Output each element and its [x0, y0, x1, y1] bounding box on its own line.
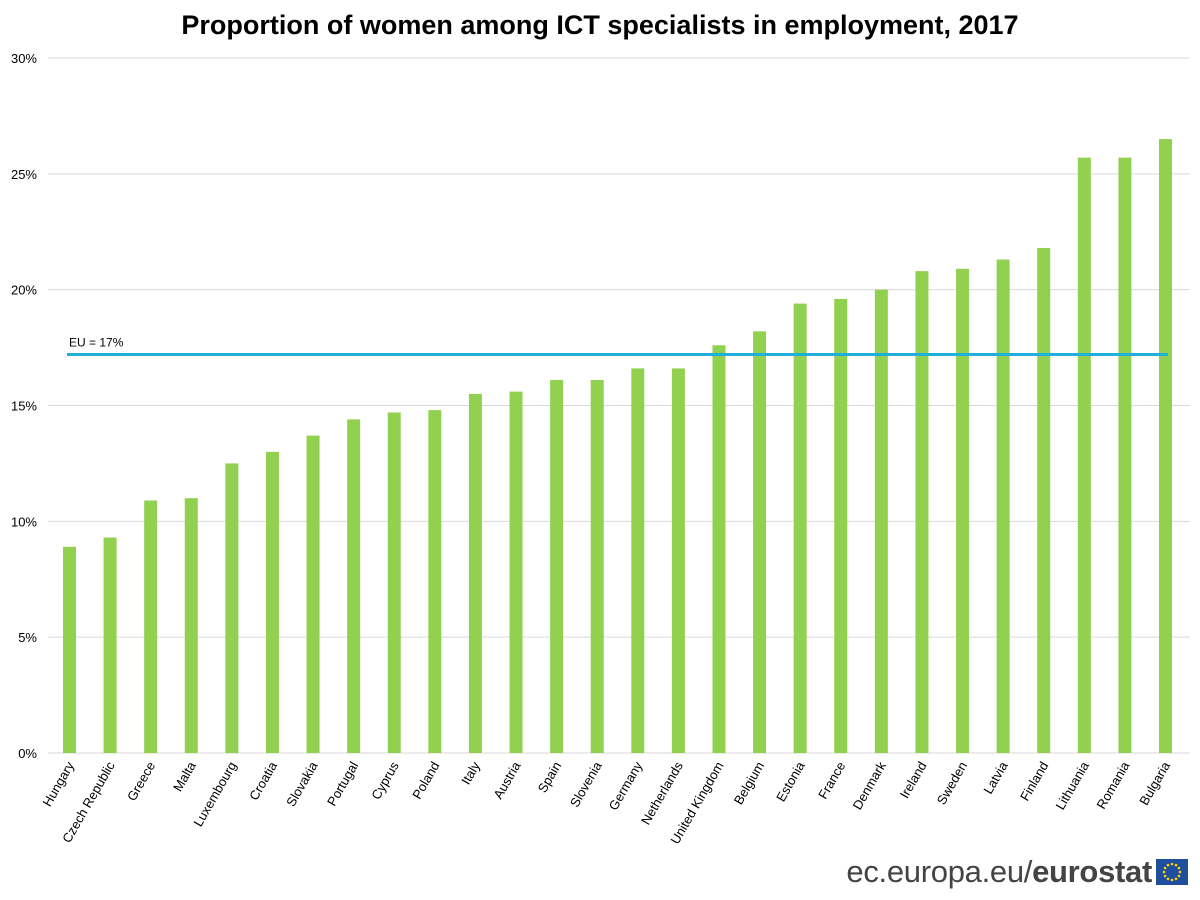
x-tick-label: Denmark — [850, 759, 890, 813]
bar-romania — [1118, 157, 1132, 753]
y-tick-label: 5% — [18, 630, 37, 645]
flag-star — [1162, 870, 1166, 874]
y-tick-label: 30% — [11, 51, 37, 66]
bar-bulgaria — [1159, 139, 1172, 754]
y-axis-tick-labels: 0% 5% 10% 15% 20% 25% 30% — [11, 51, 37, 761]
x-tick-label: Slovakia — [283, 758, 321, 809]
x-tick-label: Spain — [535, 759, 565, 795]
flag-star — [1177, 874, 1181, 878]
eu-flag-icon — [1156, 859, 1188, 885]
x-tick-label: Bulgaria — [1136, 758, 1173, 807]
x-tick-label: Austria — [490, 758, 524, 801]
bar-united-kingdom — [712, 345, 726, 753]
y-tick-label: 15% — [11, 399, 37, 414]
bar-ireland — [915, 271, 929, 753]
y-tick-label: 0% — [18, 746, 37, 761]
y-tick-label: 10% — [11, 514, 37, 529]
bar-portugal — [347, 419, 361, 753]
x-tick-label: Italy — [458, 759, 483, 788]
eu-average-reference: EU = 17% — [67, 336, 1168, 357]
x-tick-label: Belgium — [731, 759, 767, 807]
x-tick-label: Latvia — [980, 758, 1011, 796]
x-tick-label: Germany — [606, 759, 646, 813]
flag-star — [1163, 866, 1167, 870]
bar-czech-republic — [103, 537, 117, 753]
x-tick-label: Ireland — [897, 759, 930, 801]
chart-title: Proportion of women among ICT specialist… — [181, 10, 1019, 40]
x-tick-label: Sweden — [934, 759, 970, 807]
bar-cyprus — [387, 412, 401, 753]
eurostat-footer: ec.europa.eu/ eurostat — [846, 852, 1188, 892]
flag-star — [1177, 866, 1181, 870]
y-tick-label: 20% — [11, 283, 37, 298]
bar-lithuania — [1077, 157, 1091, 753]
x-tick-label: Greece — [124, 759, 158, 803]
gridlines — [48, 57, 1190, 754]
bar-luxembourg — [225, 463, 239, 753]
bar-germany — [631, 368, 645, 753]
eu-average-label: EU = 17% — [69, 336, 124, 350]
x-tick-label: Estonia — [773, 758, 808, 804]
bar-sweden — [956, 268, 970, 753]
bar-slovenia — [590, 380, 604, 753]
x-tick-label: Poland — [409, 759, 442, 802]
footer-site-text: ec.europa.eu/ — [846, 854, 1033, 889]
bar-poland — [428, 410, 442, 753]
bar-italy — [468, 393, 482, 753]
bar-hungary — [63, 546, 76, 753]
x-tick-label: Portugal — [324, 759, 361, 809]
bars — [63, 139, 1172, 754]
bar-croatia — [265, 451, 279, 753]
bar-estonia — [793, 303, 807, 753]
bar-netherlands — [671, 368, 685, 753]
x-tick-label: Slovenia — [567, 758, 605, 809]
x-tick-label: Netherlands — [638, 759, 686, 828]
flag-star — [1170, 878, 1174, 882]
bar-latvia — [996, 259, 1010, 753]
bar-austria — [509, 391, 523, 753]
x-tick-label: Cyprus — [368, 759, 402, 803]
x-tick-label: Croatia — [246, 758, 280, 802]
y-tick-label: 25% — [11, 167, 37, 182]
bar-malta — [184, 498, 198, 753]
bar-belgium — [753, 331, 767, 753]
bar-spain — [550, 380, 564, 753]
footer-brand-text: eurostat — [1032, 854, 1152, 889]
x-tick-label: Malta — [170, 758, 199, 794]
bar-finland — [1037, 247, 1051, 753]
x-tick-label: Romania — [1093, 758, 1132, 811]
x-tick-label: Hungary — [40, 759, 78, 809]
flag-star — [1166, 863, 1170, 867]
x-tick-label: France — [815, 759, 848, 802]
bar-france — [834, 298, 848, 753]
flag-star — [1178, 870, 1182, 874]
x-tick-label: Lithuania — [1053, 758, 1093, 812]
bar-denmark — [874, 289, 888, 753]
flag-star — [1174, 863, 1178, 867]
flag-star — [1166, 877, 1170, 881]
flag-star — [1170, 862, 1174, 866]
x-tick-label: Luxembourg — [190, 759, 239, 829]
bar-slovakia — [306, 435, 320, 753]
x-tick-label: Finland — [1017, 759, 1051, 803]
flag-star — [1163, 874, 1167, 878]
flag-star — [1174, 877, 1178, 881]
bar-greece — [144, 500, 158, 753]
